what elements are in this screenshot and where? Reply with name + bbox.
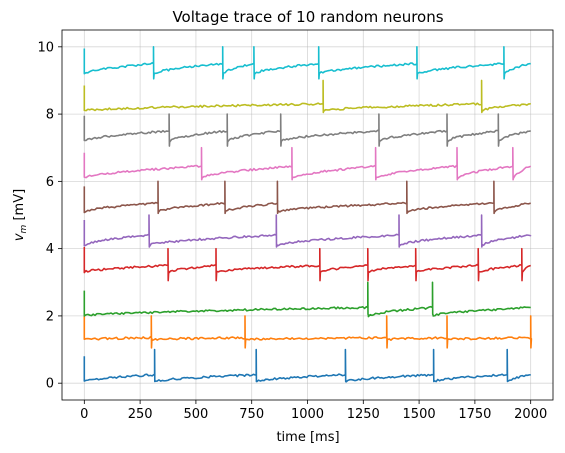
x-tick-label: 1500: [403, 407, 436, 422]
grid: [62, 30, 553, 400]
y-tick-label: 0: [46, 377, 54, 392]
x-tick-label: 250: [128, 407, 153, 422]
trace-line: [83, 46, 531, 80]
x-tick-label: 500: [183, 407, 208, 422]
trace-line: [83, 246, 531, 282]
y-tick-label: 10: [37, 40, 54, 55]
y-axis-label-sub: m: [19, 224, 29, 233]
y-tick-label: 8: [46, 108, 54, 123]
trace-line: [83, 214, 532, 248]
x-tick-label: 1750: [458, 407, 491, 422]
y-axis-label: vm [mV]: [12, 189, 29, 241]
y-tick-label: 6: [46, 175, 54, 190]
trace-line: [83, 79, 532, 114]
y-axis: 0 2 4 6 8 10: [37, 40, 62, 392]
x-axis: 0 250 500 750 1000 1250 1500 1750 2000: [80, 400, 547, 422]
y-tick-label: 2: [46, 309, 54, 324]
y-tick-label: 4: [46, 242, 54, 257]
y-axis-label-unit: [mV]: [12, 189, 27, 225]
y-axis-label-main: v: [12, 233, 27, 241]
x-tick-label: 750: [239, 407, 264, 422]
trace-line: [83, 348, 531, 383]
x-axis-label: time [ms]: [276, 430, 339, 445]
x-tick-label: 2000: [514, 407, 547, 422]
chart-title: Voltage trace of 10 random neurons: [172, 8, 443, 26]
x-tick-label: 0: [80, 407, 88, 422]
trace-line: [83, 180, 532, 215]
traces: [83, 46, 533, 383]
trace-line: [83, 146, 532, 181]
x-tick-label: 1000: [291, 407, 324, 422]
x-tick-label: 1250: [347, 407, 380, 422]
trace-line: [83, 113, 531, 147]
trace-line: [83, 281, 531, 318]
trace-line: [83, 314, 533, 349]
